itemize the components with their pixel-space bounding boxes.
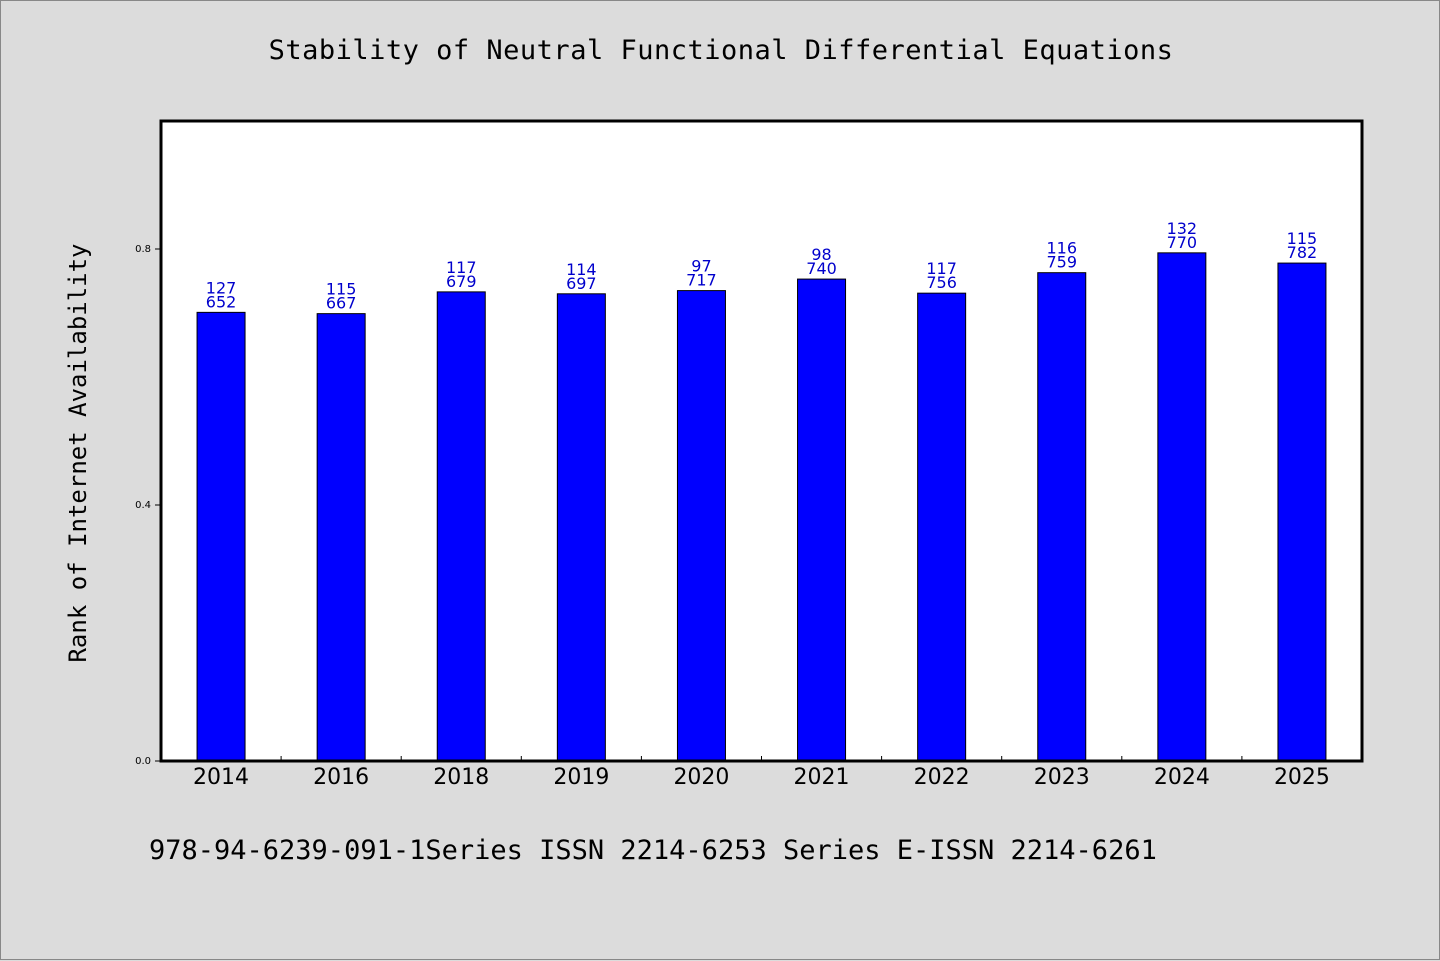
bar-label-bottom: 667 (326, 294, 357, 313)
bar (917, 292, 967, 762)
bar-label-top: 115 (1287, 229, 1318, 248)
x-tick-label: 2019 (553, 765, 609, 790)
bar (676, 290, 726, 762)
x-tick-label: 2025 (1274, 765, 1330, 790)
x-tick-label: 2024 (1154, 765, 1210, 790)
bar-label-bottom: 759 (1046, 253, 1077, 272)
x-tick-label: 2014 (193, 765, 249, 790)
bar-label-bottom: 717 (686, 271, 717, 290)
y-tick-label: 0.0 (135, 756, 151, 767)
bar-label-top: 117 (926, 259, 957, 278)
x-tick-label: 2018 (433, 765, 489, 790)
bar (1157, 252, 1207, 762)
bar (196, 311, 246, 762)
bar (797, 278, 847, 762)
bar-label-bottom: 697 (566, 274, 597, 293)
chart-title: Stability of Neutral Functional Differen… (268, 35, 1174, 66)
bar-label-top: 114 (566, 260, 597, 279)
bar-label-top: 97 (691, 257, 711, 276)
bar (436, 291, 486, 762)
bar-label-top: 132 (1167, 219, 1198, 238)
x-tick-label: 2023 (1034, 765, 1090, 790)
bar-label-top: 117 (446, 258, 477, 277)
bar (1037, 272, 1087, 762)
y-tick-label: 0.4 (135, 500, 151, 511)
y-tick-label: 0.8 (135, 244, 151, 255)
plot-border (159, 119, 1364, 763)
bar-label-bottom: 740 (806, 259, 837, 278)
x-tick-label: 2016 (313, 765, 369, 790)
bar-label-top: 98 (811, 245, 831, 264)
bar-label-bottom: 782 (1287, 243, 1318, 262)
bar-label-top: 127 (206, 278, 237, 297)
bar-label-bottom: 770 (1167, 233, 1198, 252)
bar (316, 313, 366, 762)
x-tick-label: 2020 (673, 765, 729, 790)
bar-label-bottom: 652 (206, 292, 237, 311)
footer-isbn-text: 978-94-6239-091-1Series ISSN 2214-6253 S… (149, 835, 1157, 866)
bar (556, 293, 606, 762)
y-axis-label: Rank of Internet Availability (64, 243, 92, 662)
bar-label-top: 116 (1046, 239, 1077, 258)
x-tick-label: 2022 (914, 765, 970, 790)
bar (1277, 262, 1327, 762)
bar-label-top: 115 (326, 280, 357, 299)
bar-label-bottom: 756 (926, 273, 957, 292)
x-tick-label: 2021 (794, 765, 850, 790)
bar-label-bottom: 679 (446, 272, 477, 291)
